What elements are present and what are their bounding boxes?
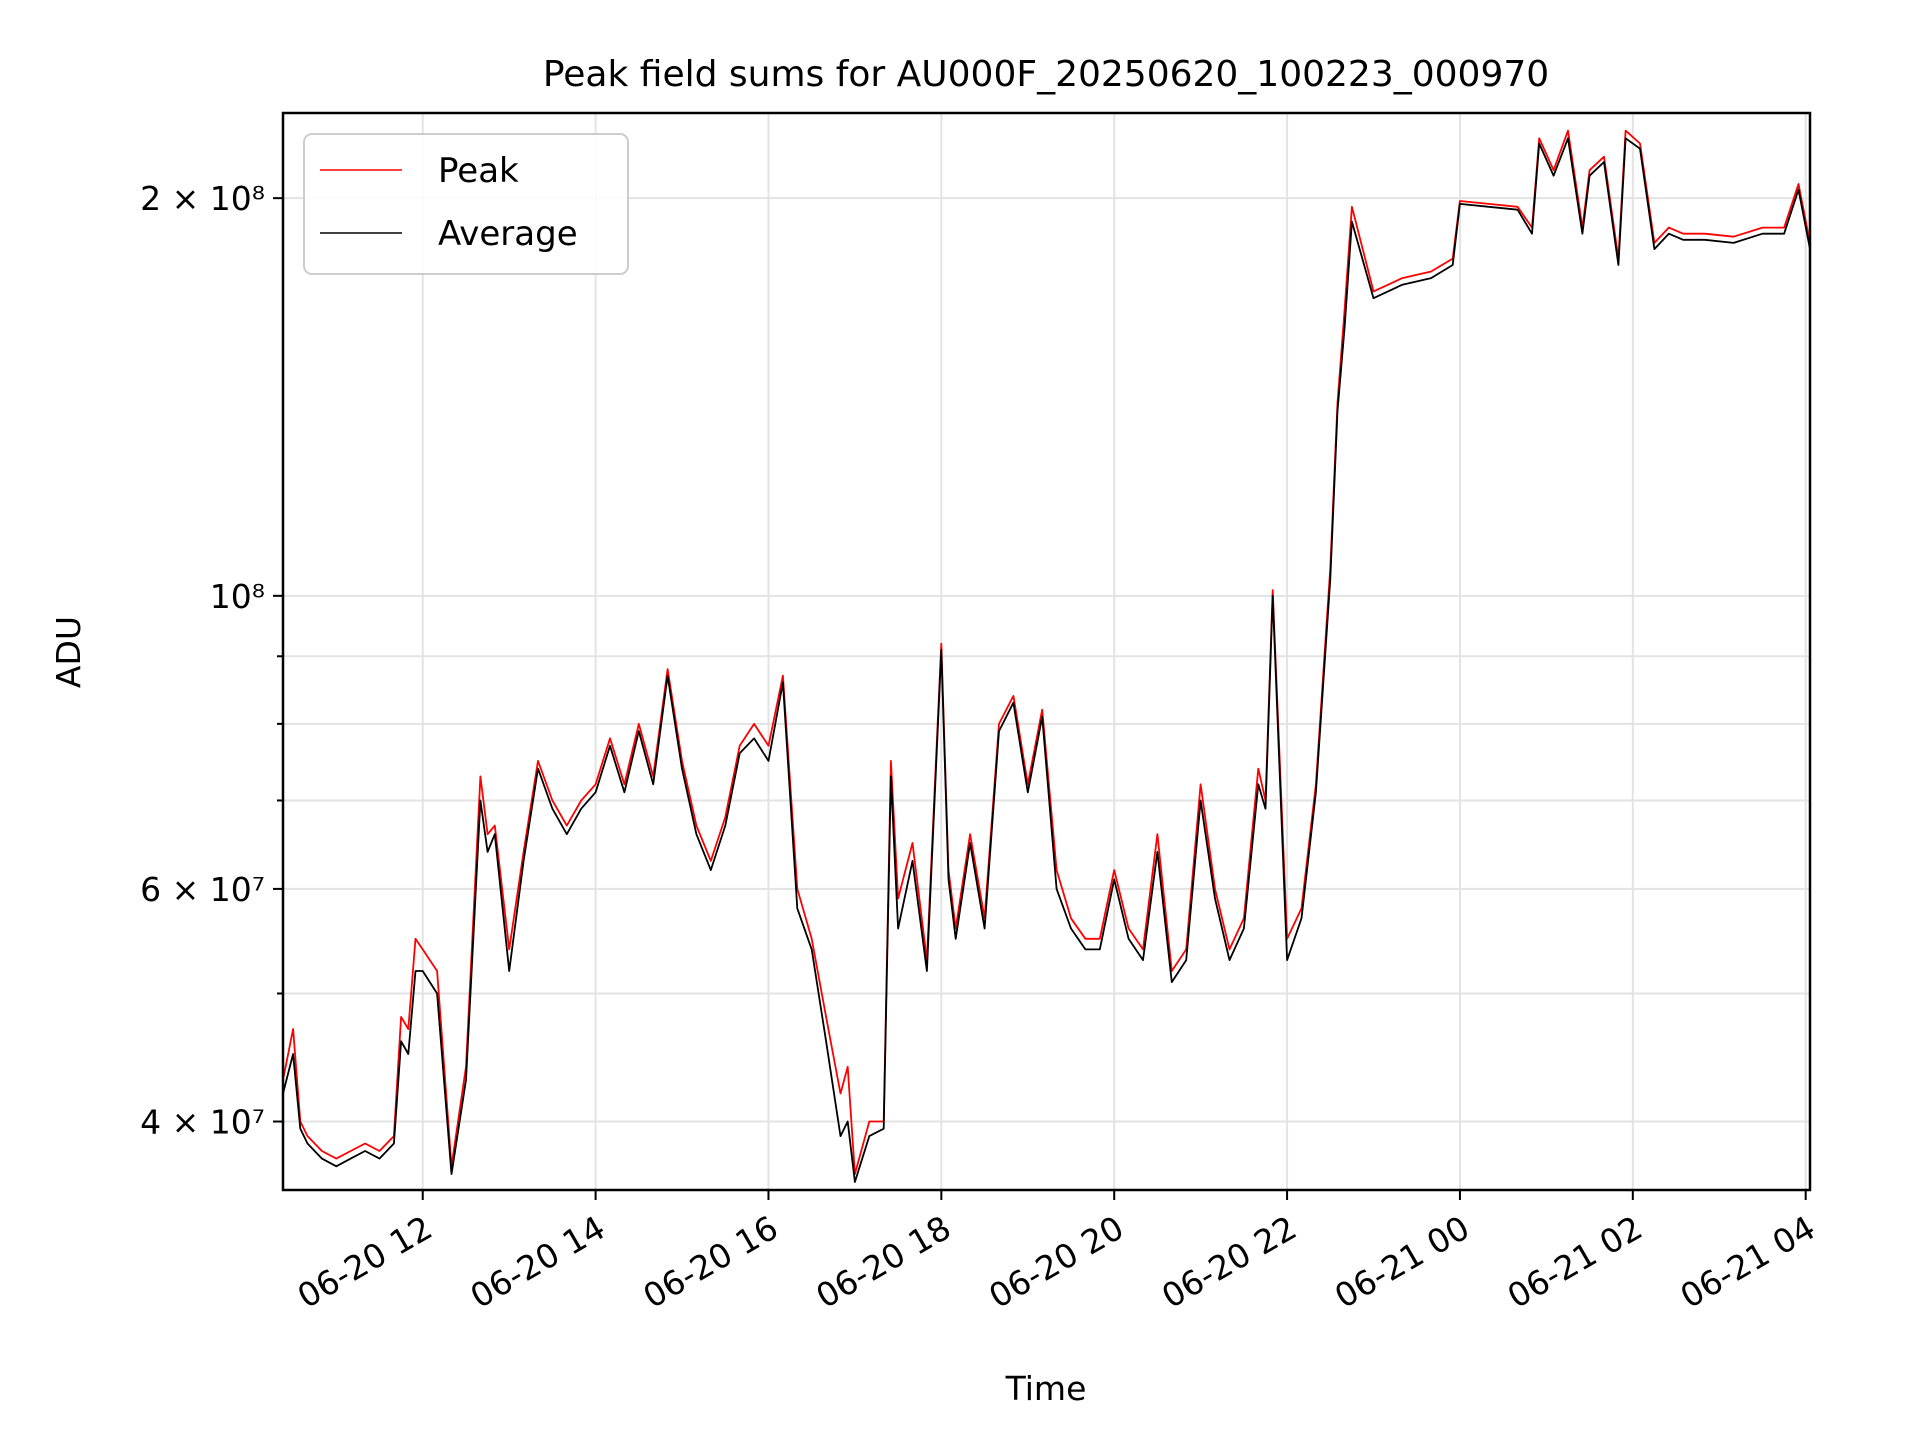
x-tick-label: 06-20 14 [464,1208,612,1316]
legend: Peak Average [303,133,629,275]
legend-label-average: Average [438,214,578,254]
x-tick-label: 06-21 00 [1328,1208,1476,1316]
x-tick-label: 06-20 20 [982,1208,1130,1316]
x-tick-label: 06-20 16 [636,1208,784,1316]
x-tick-label: 06-20 22 [1155,1208,1303,1316]
chart-title: Peak field sums for AU000F_20250620_1002… [543,54,1549,95]
grid-layer [283,113,1810,1190]
x-tick-label: 06-20 12 [291,1208,439,1316]
series-line-peak [282,129,1811,1175]
series-line-average [282,137,1811,1183]
legend-box [303,133,629,275]
plot-frame [281,111,1812,1192]
legend-label-peak: Peak [438,151,519,191]
y-tick-label: 2 × 10⁸ [140,179,265,218]
x-axis-label: Time [1005,1369,1087,1408]
y-axis-label: ADU [49,616,88,688]
series-layer [282,129,1811,1183]
y-tick-label: 6 × 10⁷ [140,870,265,909]
x-tick-label: 06-20 18 [809,1208,957,1316]
y-tick-label: 4 × 10⁷ [140,1103,265,1142]
y-tick-label: 10⁸ [210,577,265,616]
x-tick-label: 06-21 04 [1674,1208,1822,1316]
x-tick-label: 06-21 02 [1501,1208,1649,1316]
